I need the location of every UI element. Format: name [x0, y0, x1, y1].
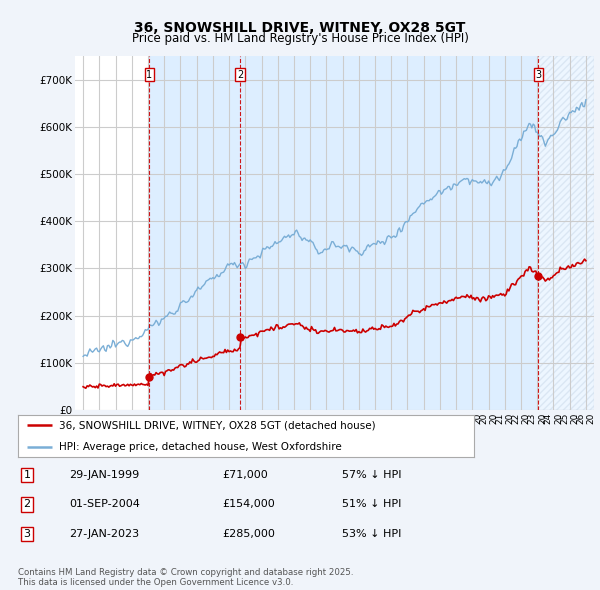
Text: £71,000: £71,000 [222, 470, 268, 480]
Text: 3: 3 [535, 70, 541, 80]
Text: 2: 2 [23, 500, 31, 509]
Text: HPI: Average price, detached house, West Oxfordshire: HPI: Average price, detached house, West… [59, 442, 342, 451]
Text: 36, SNOWSHILL DRIVE, WITNEY, OX28 5GT (detached house): 36, SNOWSHILL DRIVE, WITNEY, OX28 5GT (d… [59, 421, 376, 430]
Text: 27-JAN-2023: 27-JAN-2023 [69, 529, 139, 539]
Text: Price paid vs. HM Land Registry's House Price Index (HPI): Price paid vs. HM Land Registry's House … [131, 32, 469, 45]
Text: 01-SEP-2004: 01-SEP-2004 [69, 500, 140, 509]
Bar [538, 56, 594, 410]
Text: 2: 2 [237, 70, 243, 80]
Bar [149, 56, 240, 410]
Text: 29-JAN-1999: 29-JAN-1999 [69, 470, 139, 480]
Text: 51% ↓ HPI: 51% ↓ HPI [342, 500, 401, 509]
Text: 36, SNOWSHILL DRIVE, WITNEY, OX28 5GT: 36, SNOWSHILL DRIVE, WITNEY, OX28 5GT [134, 21, 466, 35]
Text: £154,000: £154,000 [222, 500, 275, 509]
Text: 1: 1 [23, 470, 31, 480]
Text: 1: 1 [146, 70, 152, 80]
Text: 53% ↓ HPI: 53% ↓ HPI [342, 529, 401, 539]
Text: 57% ↓ HPI: 57% ↓ HPI [342, 470, 401, 480]
Text: £285,000: £285,000 [222, 529, 275, 539]
Text: Contains HM Land Registry data © Crown copyright and database right 2025.
This d: Contains HM Land Registry data © Crown c… [18, 568, 353, 587]
Text: 3: 3 [23, 529, 31, 539]
Bar [240, 56, 538, 410]
